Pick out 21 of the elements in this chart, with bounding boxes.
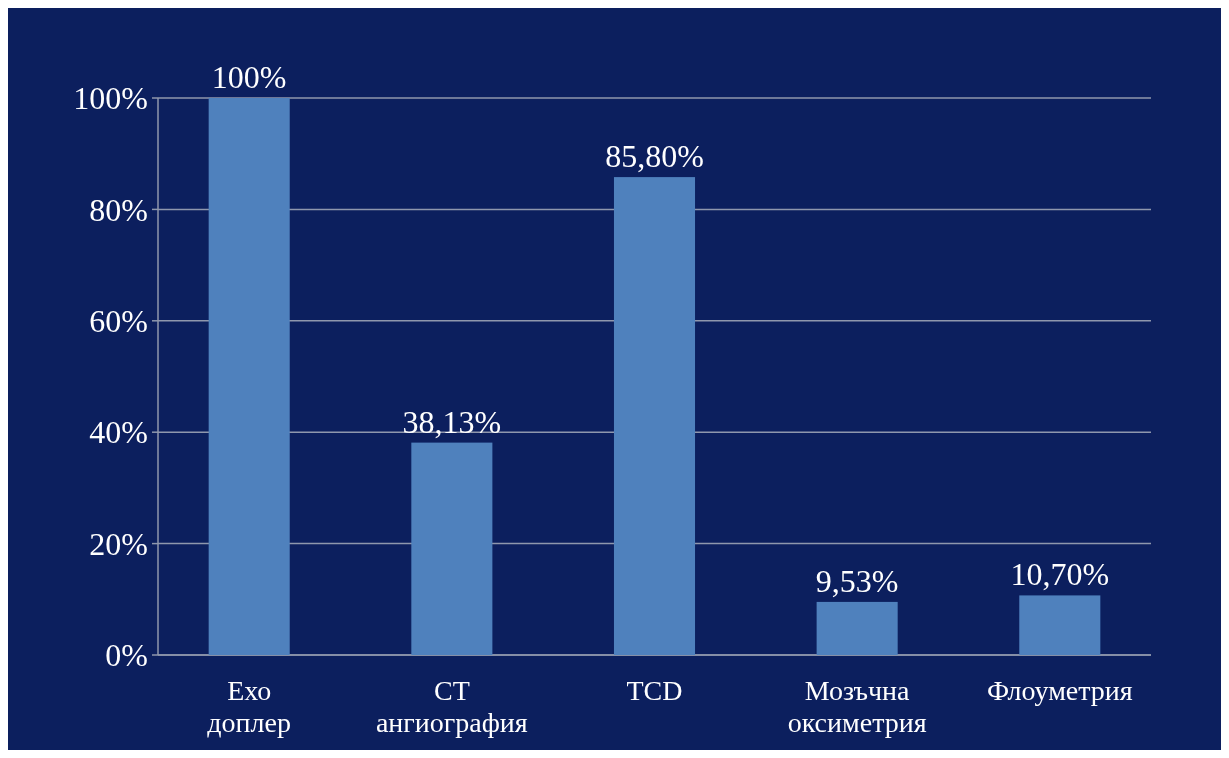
bar: [1019, 595, 1101, 655]
bar: [816, 601, 898, 655]
data-label: 38,13%: [402, 403, 502, 440]
y-tick-label: 80%: [89, 191, 148, 228]
y-tick-label: 20%: [89, 525, 148, 562]
x-tick-label: Флоуметрия: [986, 675, 1133, 706]
y-tick-label: 40%: [89, 414, 148, 451]
x-tick-label: Мозъчна оксиметрия: [787, 675, 927, 738]
bar: [208, 98, 290, 655]
x-tick-label: CT ангиография: [375, 675, 528, 738]
data-label: 85,80%: [605, 138, 704, 175]
data-label: 10,70%: [1010, 556, 1110, 593]
y-tick-label: 60%: [89, 303, 148, 339]
y-tick-label: 100%: [73, 80, 148, 117]
y-tick-label: 0%: [105, 637, 148, 674]
data-label: 9,53%: [815, 562, 899, 599]
bar: [411, 442, 493, 655]
x-tick-label: Ехо доплер: [207, 675, 292, 738]
x-tick-label: TCD: [626, 675, 683, 706]
data-label: 100%: [211, 59, 287, 95]
bar: [613, 177, 696, 655]
